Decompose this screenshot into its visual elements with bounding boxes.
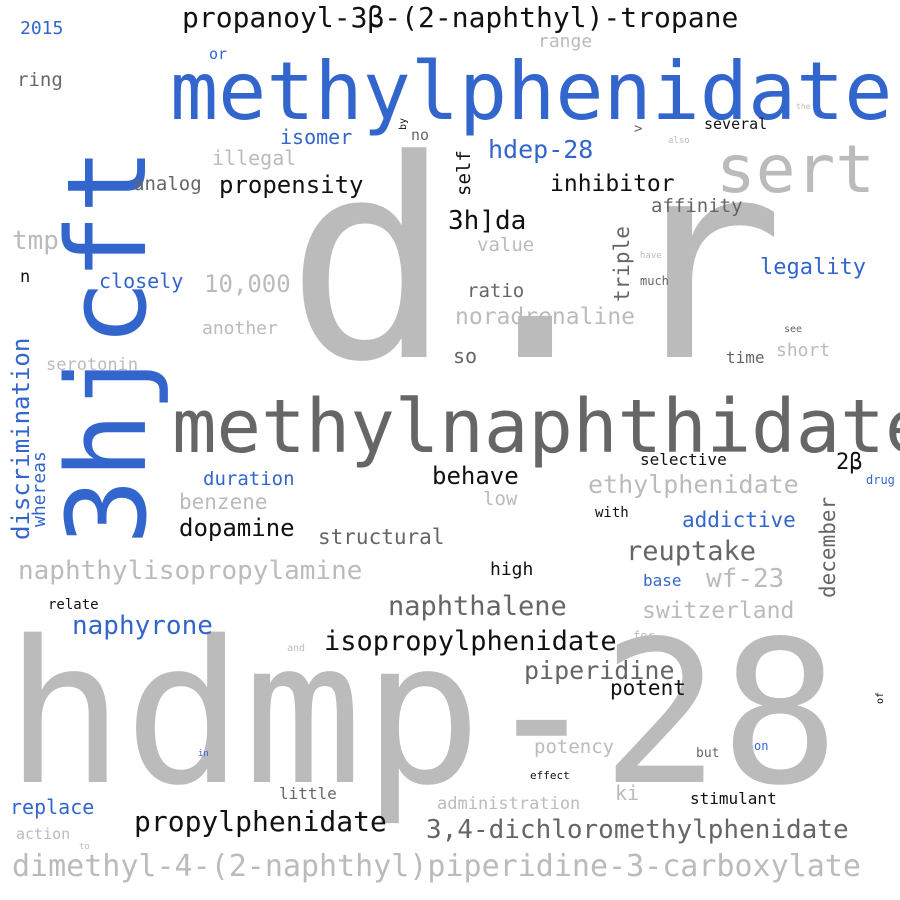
word-methylphenidate: methylphenidate [170,45,893,138]
word-piperidine: piperidine [524,656,675,685]
word-have: have [640,251,662,261]
word-duration: duration [203,468,295,490]
word-potency: potency [534,736,615,758]
word-isopropylphenidate: isopropylphenidate [324,626,617,657]
word-on: on [754,739,769,753]
word-naphthalene: naphthalene [388,591,567,622]
word-the: the [796,102,811,111]
word-replace: replace [10,795,95,819]
word-behave: behave [432,462,519,490]
word-selective: selective [640,450,727,469]
word-but: but [696,746,720,761]
word-n: n [20,267,31,287]
word-another: another [202,318,278,339]
word-ratio: ratio [467,280,525,302]
word-high: high [490,559,534,580]
word-reuptake: reuptake [626,536,757,567]
word-see: see [784,324,803,335]
word-time: time [726,348,765,367]
word-so: so [453,344,478,368]
word-short: short [776,340,831,361]
word-wf-23: wf-23 [706,564,785,594]
word-ki: ki [615,781,640,805]
word-triple: triple [610,226,634,302]
word-isomer: isomer [280,125,353,149]
word-range: range [538,31,593,52]
word-dopamine: dopamine [179,514,295,542]
word-december: december [816,496,840,598]
word-serotonin: serotonin [46,355,139,375]
word-illegal: illegal [212,146,297,170]
word-switzerland: switzerland [642,598,795,624]
word-drug: drug [866,473,895,487]
word-to: to [79,842,90,852]
word-3hjcft: 3hjcft [43,147,171,545]
word-it: it [337,708,347,717]
word-propensity: propensity [219,171,364,199]
word-effect: effect [530,769,570,782]
word-base: base [643,571,682,590]
word-affinity: affinity [651,195,743,217]
word-gt: > [634,121,643,137]
word-2beta: 2β [836,450,863,475]
word-and: and [287,643,306,654]
word-ring: ring [17,69,63,91]
word-ethylphenidate: ethylphenidate [588,470,799,499]
word-legality: legality [760,255,866,280]
word-of: of [875,691,886,704]
word-noradrenaline: noradrenaline [455,304,636,330]
word-stimulant: stimulant [690,789,777,808]
word-naphyrone: naphyrone [72,611,213,641]
word-action: action [16,825,71,843]
word-value: value [477,234,535,256]
word-also: also [668,136,690,146]
word-administration: administration [437,794,581,814]
word-with: with [595,505,629,521]
word-dichloromethylphenidate: 3,4-dichloromethylphenidate [426,815,849,845]
word-hdep-28: hdep-28 [488,135,594,164]
word-analog: analog [133,173,202,195]
word-dimethyl-piperidine: dimethyl-4-(2-naphthyl)piperidine-3-carb… [12,849,861,884]
word-no: no [411,126,430,144]
word-closely: closely [99,269,184,293]
word-potent: potent [610,676,686,700]
word-in: in [198,749,209,759]
word-naphthylisopropylamine: naphthylisopropylamine [18,556,363,586]
word-self: self [453,150,475,196]
word-structural: structural [318,525,445,549]
word-3h-da: 3h]da [448,206,527,236]
word-whereas: whereas [29,451,50,527]
word-hdmp-28: hdmp-28 [5,598,840,829]
word-10000: 10,000 [204,270,291,298]
word-propanoyl-tropane: propanoyl-3β-(2-naphthyl)-tropane [182,1,739,34]
word-several: several [704,115,768,133]
word-addictive: addictive [682,508,796,532]
word-d-r: d.r [286,102,785,423]
word-benzene: benzene [179,490,268,514]
word-relate: relate [48,597,99,613]
word-much: much [640,274,669,288]
word-tmp: tmp [12,226,59,256]
word-sert: sert [716,131,875,208]
word-or: or [209,45,228,63]
word-by: by [398,117,409,130]
word-little: little [279,784,337,803]
word-inhibitor: inhibitor [550,171,675,197]
word-low: low [483,488,518,510]
word-propylphenidate: propylphenidate [134,805,387,838]
word-methylnaphthidate: methylnaphthidate [172,384,900,470]
word-for: for [633,629,655,643]
word-2015: 2015 [20,18,64,39]
